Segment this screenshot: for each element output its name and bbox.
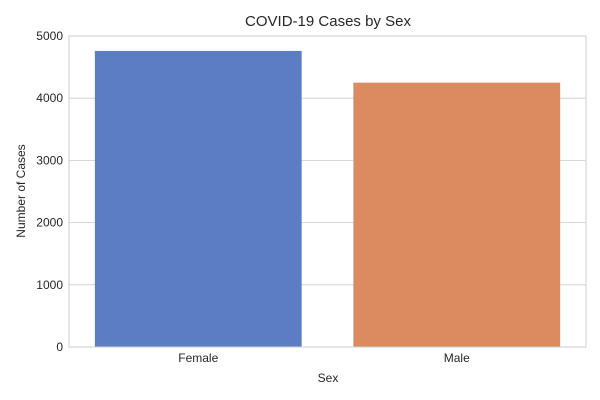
bar-female [94, 50, 302, 347]
y-axis-ticks: 0 1000 2000 3000 4000 5000 [36, 29, 63, 354]
x-axis-ticks: Female Male [178, 351, 470, 365]
bar-male [353, 82, 561, 348]
bars [94, 50, 561, 348]
y-tick-label: 3000 [36, 153, 63, 167]
x-tick-label: Female [178, 351, 218, 365]
y-tick-label: 4000 [36, 91, 63, 105]
x-tick-label: Male [444, 351, 470, 365]
x-axis-label: Sex [318, 371, 339, 385]
y-tick-label: 2000 [36, 216, 63, 230]
chart-title: COVID-19 Cases by Sex [245, 13, 411, 30]
y-tick-label: 5000 [36, 29, 63, 43]
y-tick-label: 1000 [36, 278, 63, 292]
plot-frame [68, 35, 587, 348]
y-tick-label: 0 [56, 340, 63, 354]
y-axis-label: Number of Cases [14, 144, 28, 237]
